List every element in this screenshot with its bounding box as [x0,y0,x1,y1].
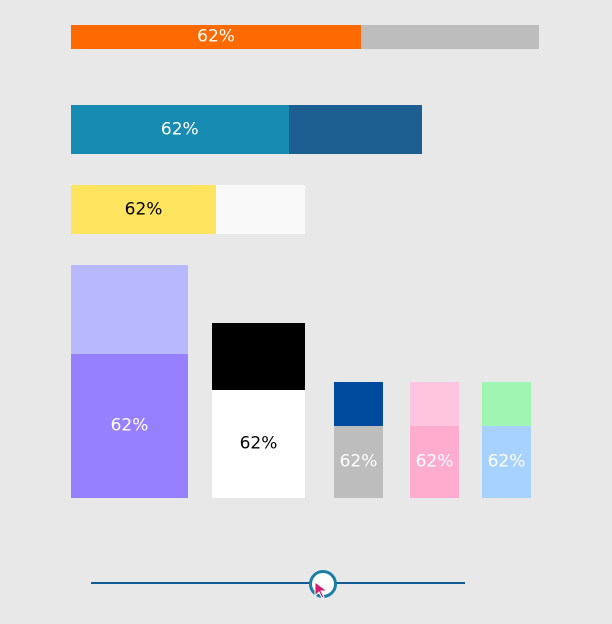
progress-bar-label: 62% [197,26,235,47]
progress-bar-green-blue: 62% [482,382,531,498]
progress-bar-purple: 62% [71,265,188,498]
progress-bar-fill [212,389,305,498]
progress-bar-black-white: 62% [212,323,305,498]
progress-bar-label: 62% [239,433,278,454]
progress-bar-label: 62% [487,451,526,472]
progress-bar-fill [71,25,362,49]
progress-bar-orange: 62% [71,25,539,49]
progress-bar-yellow: 62% [71,185,305,234]
progress-bar-fill [482,426,531,498]
progress-bar-teal: 62% [71,105,422,154]
progress-bar-label: 62% [160,119,199,139]
progress-bar-fill [71,185,217,234]
progress-bar-fill [410,426,459,498]
slider-thumb[interactable] [308,570,337,598]
progress-bar-fill [71,105,289,154]
slider-track[interactable] [91,582,465,584]
progress-bar-label: 62% [110,415,149,436]
progress-bar-fill [334,426,383,498]
progress-bar-pink: 62% [410,382,459,498]
progress-bar-label: 62% [339,451,378,472]
progress-bar-fill [71,353,188,498]
progress-bar-label: 62% [124,199,163,219]
progress-bar-label: 62% [415,451,454,472]
progress-slider[interactable] [91,560,465,608]
mouse-pointer-icon [314,581,329,599]
progress-bar-blue-gray: 62% [334,382,383,498]
